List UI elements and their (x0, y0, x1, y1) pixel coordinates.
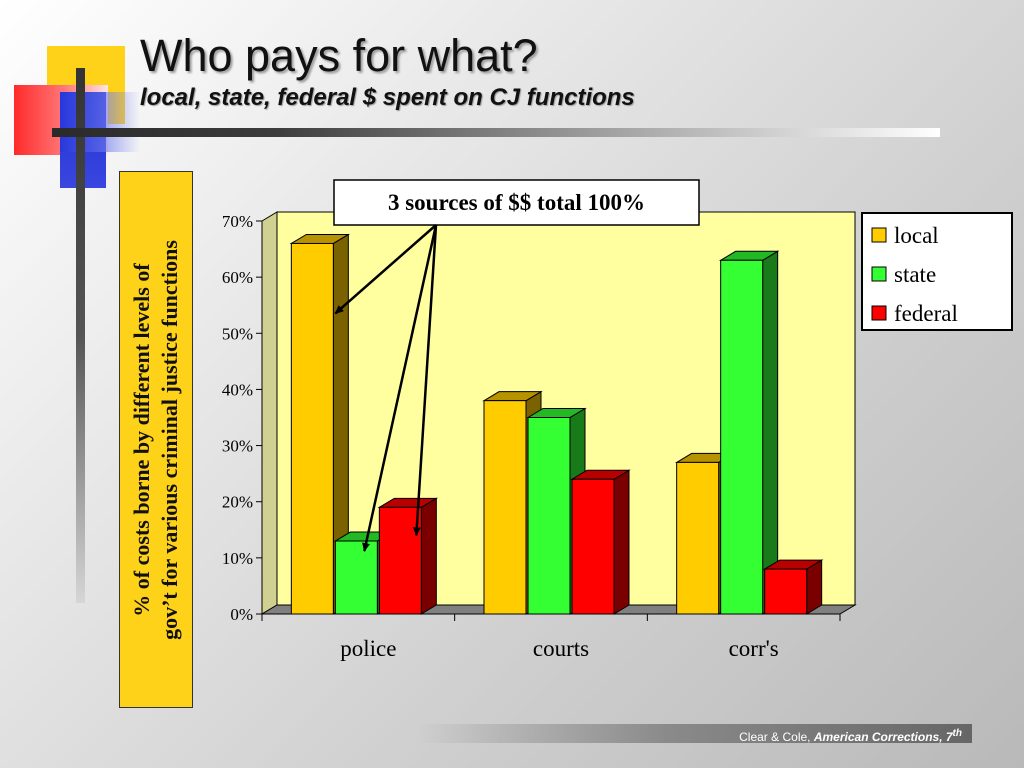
y-tick-label: 70% (222, 212, 253, 231)
bar-front (720, 259, 764, 615)
x-category-label: courts (533, 636, 589, 661)
y-tick-label: 0% (230, 605, 253, 624)
legend-label-local: local (894, 223, 939, 248)
bar-federal-2 (762, 559, 824, 615)
bar-front (676, 461, 720, 615)
bar-front (483, 400, 527, 615)
bar-side (762, 250, 779, 615)
y-tick-label: 30% (222, 437, 253, 456)
bar-state-2 (718, 250, 780, 615)
legend-label-federal: federal (894, 301, 958, 326)
y-tick-label: 20% (222, 493, 253, 512)
bar-federal-1 (570, 469, 631, 615)
footer-authors: Clear & Cole, (739, 730, 814, 744)
bar-local-0 (289, 233, 351, 615)
footer-book-title: American Corrections, 7th (813, 728, 962, 744)
y-axis-label-box: % of costs borne by different levels of … (119, 171, 193, 708)
decoration-vertical-line (76, 68, 85, 603)
annotation-text: 3 sources of $$ total 100% (388, 190, 645, 215)
y-tick-label: 60% (222, 268, 253, 287)
slide-title: Who pays for what? (140, 30, 538, 81)
bar-side (613, 469, 630, 615)
plot-side-wall (261, 211, 278, 615)
footer-credit: Clear & Cole, American Corrections, 7th (418, 724, 972, 744)
bar-front (527, 417, 571, 615)
annotation-arrow (412, 224, 438, 537)
decoration-blue-fade (60, 92, 140, 152)
bar-front (764, 568, 808, 615)
bar-federal-0 (377, 497, 439, 615)
bar-front (334, 540, 378, 615)
x-category-label: police (340, 636, 396, 661)
legend-swatch-state (871, 266, 887, 282)
annotation-arrow (334, 224, 437, 315)
y-tick-label: 50% (222, 324, 253, 343)
bar-front (571, 478, 615, 615)
annotation-box (333, 179, 700, 226)
y-tick-label: 10% (222, 549, 253, 568)
bar-front (290, 242, 334, 615)
bar-side (420, 497, 437, 615)
y-tick-label: 40% (222, 380, 253, 399)
x-category-label: corr's (729, 636, 779, 661)
annotation-arrow (362, 224, 438, 552)
bar-front (378, 506, 422, 615)
slide-subtitle: local, state, federal $ spent on CJ func… (140, 84, 635, 111)
decoration-horizontal-line (52, 128, 940, 137)
legend-label-state: state (894, 262, 936, 287)
legend-box (861, 212, 1013, 331)
legend-swatch-local (871, 227, 887, 243)
legend-swatch-federal (871, 305, 887, 321)
